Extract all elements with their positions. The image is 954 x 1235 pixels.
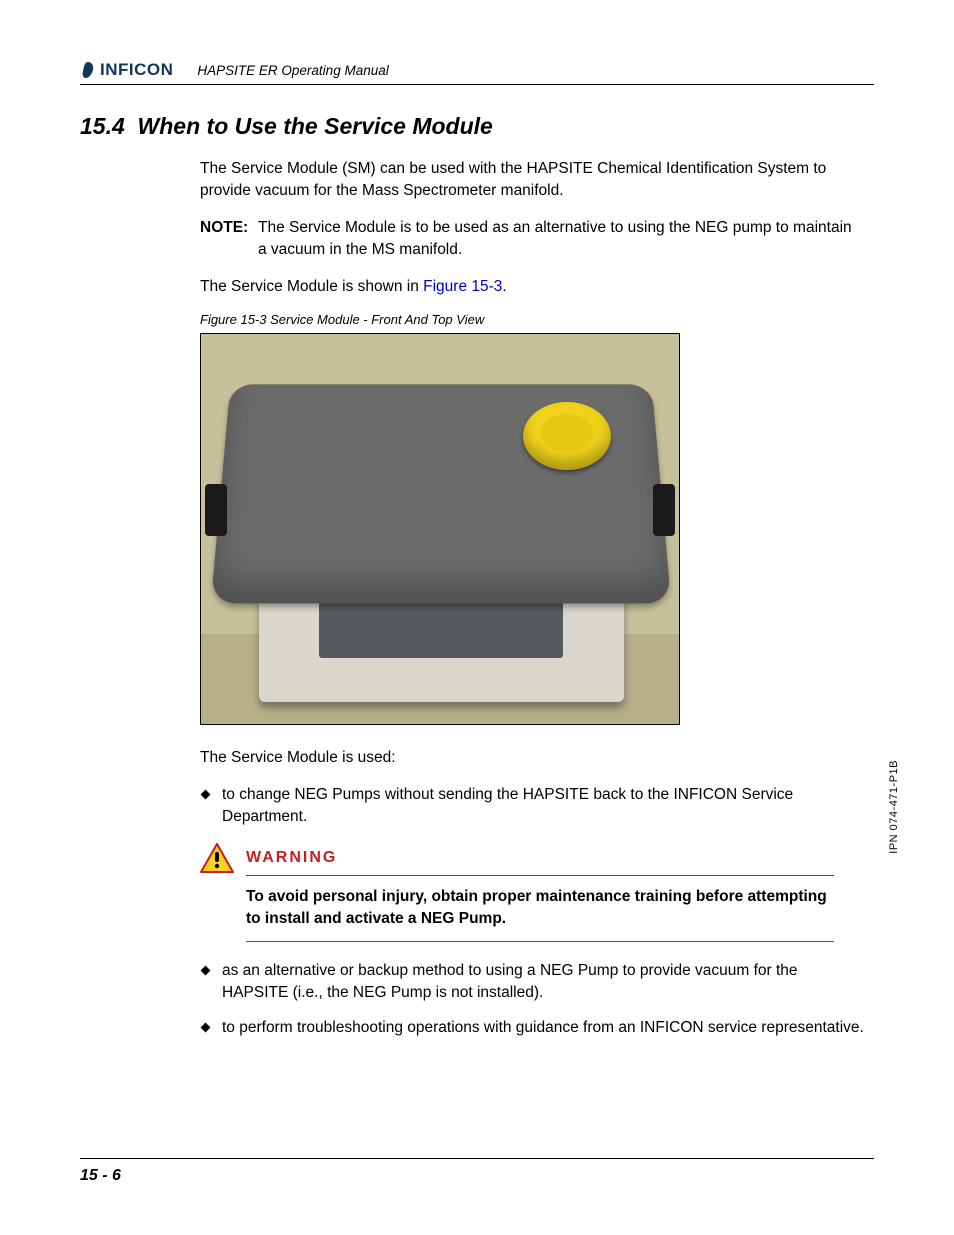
bullet-list-b: as an alternative or backup method to us… [200, 960, 864, 1039]
list-item: as an alternative or backup method to us… [200, 960, 864, 1005]
manual-title: HAPSITE ER Operating Manual [197, 63, 388, 80]
content-column: The Service Module (SM) can be used with… [200, 158, 864, 1039]
logo-mark-icon [80, 61, 96, 79]
section-title: When to Use the Service Module [138, 113, 493, 139]
paragraph-figref: The Service Module is shown in Figure 15… [200, 276, 864, 298]
section-number: 15.4 [80, 113, 125, 139]
bullet-list-a: to change NEG Pumps without sending the … [200, 784, 864, 829]
paragraph-usedfor: The Service Module is used: [200, 747, 864, 769]
warning-header: WARNING [200, 843, 864, 873]
figref-pre: The Service Module is shown in [200, 278, 423, 295]
warning-text: To avoid personal injury, obtain proper … [246, 886, 834, 931]
note-block: NOTE: The Service Module is to be used a… [200, 217, 864, 262]
paragraph-intro: The Service Module (SM) can be used with… [200, 158, 864, 203]
section-heading: 15.4 When to Use the Service Module [80, 113, 874, 140]
figref-post: . [502, 278, 506, 295]
brand-logo: INFICON [80, 60, 173, 80]
warning-rule-top [246, 875, 834, 876]
warning-block: WARNING To avoid personal injury, obtain… [200, 843, 864, 942]
warning-label: WARNING [246, 849, 337, 867]
side-doc-code: IPN 074-471-P1B [888, 760, 900, 854]
figure-caption: Figure 15-3 Service Module - Front And T… [200, 312, 864, 327]
note-text: The Service Module is to be used as an a… [258, 217, 864, 262]
logo-text: INFICON [100, 60, 173, 80]
note-label: NOTE: [200, 217, 258, 262]
page-header: INFICON HAPSITE ER Operating Manual [80, 60, 874, 85]
warning-rule-bottom [246, 941, 834, 942]
warning-triangle-icon [200, 843, 234, 873]
list-item: to perform troubleshooting operations wi… [200, 1017, 864, 1039]
page-footer: 15 - 6 [80, 1158, 874, 1185]
figure-link[interactable]: Figure 15-3 [423, 278, 502, 295]
figure-image [200, 333, 680, 725]
page-number: 15 - 6 [80, 1167, 121, 1184]
list-item: to change NEG Pumps without sending the … [200, 784, 864, 829]
